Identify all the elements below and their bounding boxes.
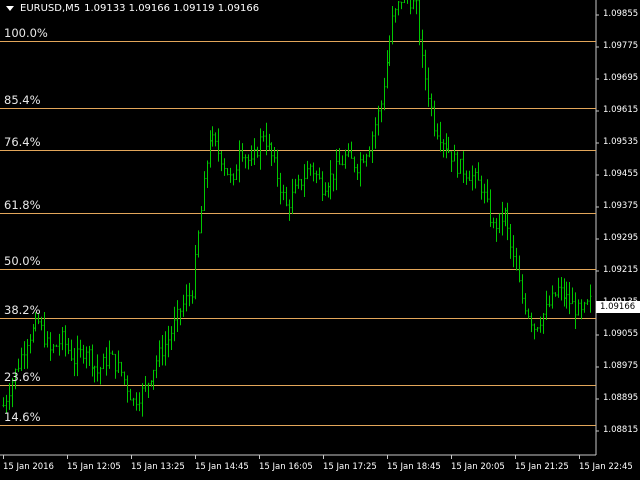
price-tick-label: 1.09535 — [603, 137, 639, 147]
time-tick-label: 15 Jan 12:05 — [67, 462, 121, 472]
fib-level-label: 85.4% — [4, 92, 41, 107]
fib-level-label: 14.6% — [4, 409, 41, 424]
price-tick-label: 1.09215 — [603, 265, 639, 275]
symbol-header: EURUSD,M5 1.09133 1.09166 1.09119 1.0916… — [6, 3, 259, 14]
fib-level-label: 61.8% — [4, 197, 41, 212]
fib-level-label: 23.6% — [4, 369, 41, 384]
time-tick-label: 15 Jan 21:25 — [515, 462, 569, 472]
time-tick-label: 15 Jan 17:25 — [323, 462, 377, 472]
time-tick-label: 15 Jan 16:05 — [259, 462, 313, 472]
symbol-name: EURUSD,M5 — [20, 3, 81, 14]
fib-level-label: 100.0% — [4, 25, 48, 40]
price-tick-label: 1.09615 — [603, 105, 639, 115]
price-tick-label: 1.09855 — [603, 9, 639, 19]
time-tick-label: 15 Jan 20:05 — [451, 462, 505, 472]
price-tick-label: 1.09295 — [603, 233, 639, 243]
time-tick-label: 15 Jan 22:45 — [579, 462, 633, 472]
price-tick-label: 1.09775 — [603, 41, 639, 51]
price-tick-label: 1.09375 — [603, 201, 639, 211]
price-tick-label: 1.08815 — [603, 425, 639, 435]
fib-level-label: 50.0% — [4, 253, 41, 268]
current-price-marker: 1.09166 — [596, 301, 640, 313]
time-tick-label: 15 Jan 2016 — [3, 462, 54, 472]
fib-level-label: 38.2% — [4, 302, 41, 317]
price-tick-label: 1.08895 — [603, 393, 639, 403]
dropdown-triangle-icon[interactable] — [6, 6, 14, 11]
price-tick-label: 1.09695 — [603, 73, 639, 83]
time-tick-label: 15 Jan 18:45 — [387, 462, 441, 472]
price-tick-label: 1.08975 — [603, 361, 639, 371]
price-tick-label: 1.09055 — [603, 329, 639, 339]
time-tick-label: 15 Jan 14:45 — [195, 462, 249, 472]
price-tick-label: 1.09455 — [603, 169, 639, 179]
ohlc-values: 1.09133 1.09166 1.09119 1.09166 — [84, 3, 260, 14]
fib-level-label: 76.4% — [4, 134, 41, 149]
time-tick-label: 15 Jan 13:25 — [131, 462, 185, 472]
